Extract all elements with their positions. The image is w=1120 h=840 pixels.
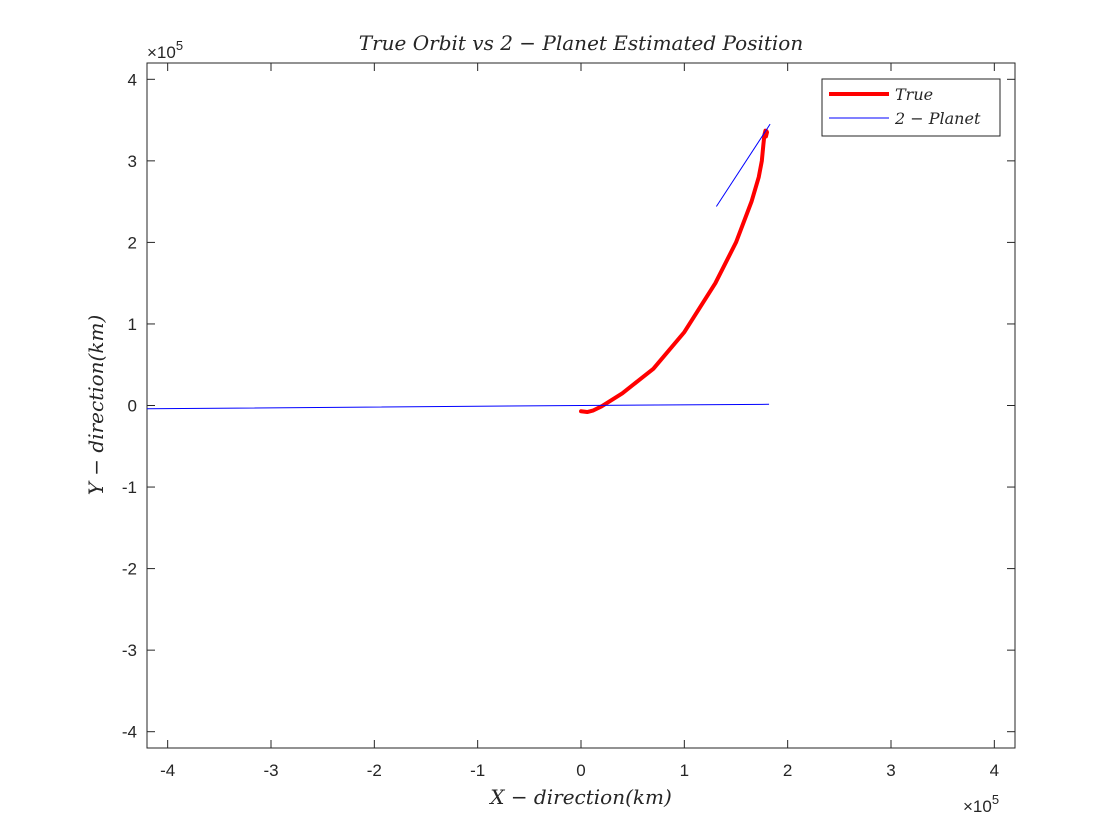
series-layer bbox=[146, 123, 771, 415]
x-tick-label: -4 bbox=[160, 761, 175, 780]
y-tick-label: 2 bbox=[128, 233, 137, 252]
legend-label-true: True bbox=[895, 85, 933, 104]
legend-label-planet: 2 − Planet bbox=[894, 109, 981, 128]
x-tick-label: -3 bbox=[263, 761, 278, 780]
tick-layer: -4 -3 -2 -1 0 1 2 3 4 -4 -3 -2 -1 0 1 2 3 4 bbox=[122, 63, 1015, 780]
x-tick-label: 2 bbox=[783, 761, 792, 780]
legend-box bbox=[821, 78, 1001, 137]
y-tick-label: 1 bbox=[128, 315, 137, 334]
series-2-planet-line-0 bbox=[146, 403, 770, 410]
y-axis-label: Y − direction(km) bbox=[84, 315, 108, 496]
x-tick-label: 3 bbox=[886, 761, 895, 780]
x-tick-label: 0 bbox=[576, 761, 585, 780]
series-2-planet-line-1 bbox=[715, 123, 771, 207]
y-axis-exponent: ×105 bbox=[147, 38, 183, 62]
y-tick-label: 3 bbox=[128, 152, 137, 171]
x-tick-label: -1 bbox=[470, 761, 485, 780]
y-tick-label: -3 bbox=[122, 641, 137, 660]
x-tick-label: 4 bbox=[990, 761, 999, 780]
y-tick-label: -2 bbox=[122, 560, 137, 579]
y-tick-label: -4 bbox=[122, 723, 137, 742]
y-tick-label: 0 bbox=[128, 397, 137, 416]
x-axis-exponent: ×105 bbox=[963, 792, 999, 816]
y-tick-label: 4 bbox=[128, 70, 137, 89]
legend: True 2 − Planet bbox=[821, 78, 1001, 137]
chart-title: True Orbit vs 2 − Planet Estimated Posit… bbox=[359, 31, 803, 55]
x-tick-label: -2 bbox=[367, 761, 382, 780]
x-axis-label: X − direction(km) bbox=[488, 785, 672, 809]
y-tick-label: -1 bbox=[122, 478, 137, 497]
x-tick-label: 1 bbox=[680, 761, 689, 780]
